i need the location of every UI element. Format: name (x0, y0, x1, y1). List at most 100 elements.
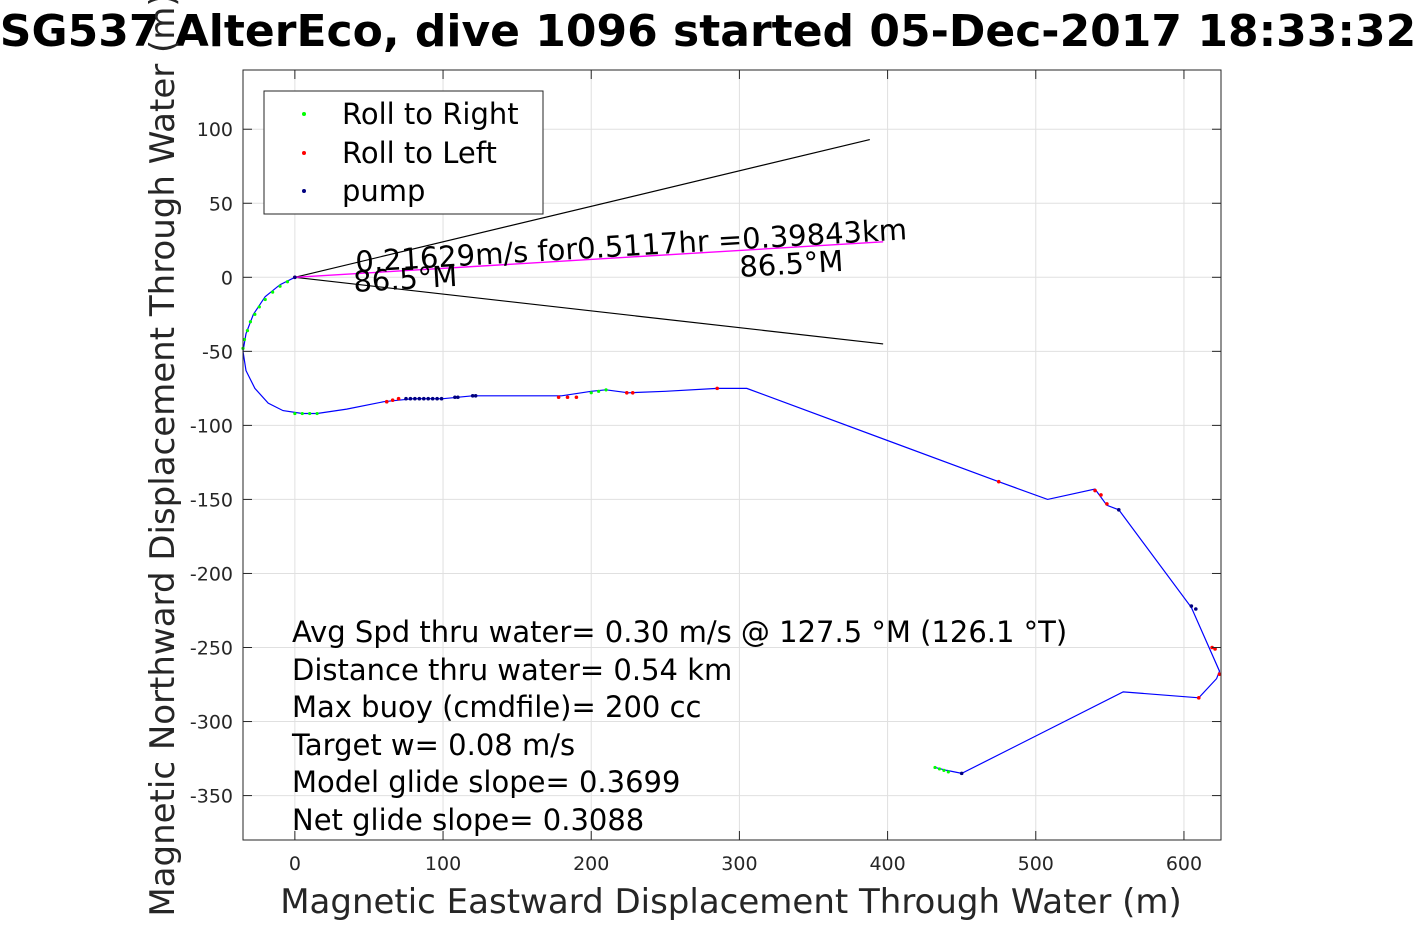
roll-right-point (937, 767, 942, 771)
stat-line: Target w= 0.08 m/s (291, 728, 575, 762)
roll-right-point (933, 765, 937, 770)
plot-frame (242, 69, 1222, 841)
x-tick-label: 300 (721, 853, 757, 875)
pump-point (430, 396, 435, 401)
legend-label-roll-left: Roll to Left (342, 136, 497, 170)
pump-point (439, 396, 444, 401)
y-tick-label: -50 (202, 341, 233, 363)
roll-left-point (1217, 672, 1222, 676)
y-tick-label: -100 (190, 415, 233, 437)
roll-left-point (556, 395, 561, 400)
roll-right-point (308, 411, 312, 416)
legend-box (263, 90, 544, 215)
legend-marker-roll-right (302, 112, 306, 116)
x-tick-label: 200 (573, 853, 609, 875)
pump-point (435, 396, 439, 401)
markers-layer (241, 275, 1222, 776)
pump-point (413, 396, 417, 401)
heading-label-near: 86.5°M (352, 259, 458, 299)
x-tick-label: 600 (1166, 853, 1202, 875)
pump-point (1189, 604, 1194, 608)
x-tick-label: 100 (425, 853, 461, 875)
heading-cone (294, 139, 884, 345)
roll-right-point (253, 312, 257, 316)
roll-left-point (390, 398, 395, 403)
roll-left-point (396, 396, 401, 401)
x-tick-label: 0 (289, 853, 301, 875)
roll-right-point (597, 389, 601, 393)
stat-line: Max buoy (cmdfile)= 200 cc (292, 690, 701, 724)
roll-right-point (242, 337, 247, 342)
stat-line: Net glide slope= 0.3088 (292, 803, 644, 837)
roll-left-point (574, 395, 579, 400)
pump-point (421, 396, 426, 401)
stats-block: Avg Spd thru water= 0.30 m/s @ 127.5 °M … (291, 615, 1067, 837)
roll-right-point (293, 411, 297, 416)
roll-left-point (1105, 502, 1109, 506)
roll-right-point (315, 411, 319, 416)
pump-point (417, 396, 422, 401)
y-tick-label: -250 (190, 638, 233, 660)
y-tick-label: -200 (190, 563, 233, 585)
roll-left-point (1093, 488, 1097, 493)
stat-line: Model glide slope= 0.3699 (292, 765, 680, 799)
x-tick-label: 500 (1018, 853, 1054, 875)
legend: Roll to Right Roll to Left pump (263, 90, 544, 215)
roll-left-point (565, 395, 570, 400)
pump-point (426, 396, 431, 401)
y-tick-label: 100 (197, 119, 233, 141)
legend-marker-roll-left (302, 151, 306, 155)
pump-point (453, 395, 457, 400)
roll-right-point (604, 388, 608, 392)
y-tick-label: -300 (190, 712, 233, 734)
pump-point (473, 393, 478, 398)
legend-marker-pump (302, 189, 306, 193)
y-axis-label: Magnetic Northward Displacement Through … (143, 0, 183, 917)
roll-left-point (1213, 647, 1217, 651)
legend-label-roll-right: Roll to Right (342, 97, 519, 131)
pump-point (470, 393, 475, 398)
roll-left-point (384, 399, 389, 404)
roll-left-point (1099, 493, 1103, 497)
roll-right-point (245, 329, 250, 333)
roll-right-point (589, 391, 593, 395)
roll-right-point (942, 768, 946, 773)
chart-title: SG537 AlterEco, dive 1096 started 05-Dec… (0, 6, 1416, 57)
roll-right-point (271, 290, 275, 294)
roll-right-point (946, 770, 950, 774)
heading-label-far: 86.5°M (738, 244, 844, 284)
cone-line (294, 139, 870, 278)
pump-point (404, 396, 408, 401)
pump-point (456, 395, 460, 400)
pump-point (959, 771, 964, 776)
x-axis-label: Magnetic Eastward Displacement Through W… (280, 882, 1182, 922)
mean-heading-line (294, 241, 884, 279)
cone-line (294, 276, 884, 345)
pump-point (408, 396, 413, 401)
track-layer (242, 276, 1221, 775)
roll-right-point (278, 284, 282, 288)
roll-left-point (630, 391, 635, 395)
roll-right-point (300, 411, 304, 416)
pump-point (1116, 507, 1121, 512)
y-tick-label: 0 (221, 267, 233, 289)
y-tick-label: -150 (190, 489, 233, 511)
roll-right-point (263, 297, 267, 302)
roll-right-point (285, 280, 290, 284)
stat-line: Distance thru water= 0.54 km (292, 653, 732, 687)
roll-left-point (1196, 696, 1201, 700)
pump-point (1194, 607, 1198, 611)
pump-point (293, 275, 297, 280)
legend-label-pump: pump (342, 174, 425, 208)
y-tick-label: -350 (190, 786, 233, 808)
stat-line: Avg Spd thru water= 0.30 m/s @ 127.5 °M … (292, 615, 1067, 649)
roll-right-point (248, 320, 253, 324)
x-axis-ticks: 0 100 200 300 400 500 600 (289, 70, 1202, 875)
roll-left-point (996, 479, 1001, 484)
roll-left-point (715, 386, 719, 391)
track-line (242, 276, 1221, 775)
roll-right-point (257, 305, 261, 309)
roll-left-point (624, 391, 629, 395)
x-tick-label: 400 (869, 853, 905, 875)
